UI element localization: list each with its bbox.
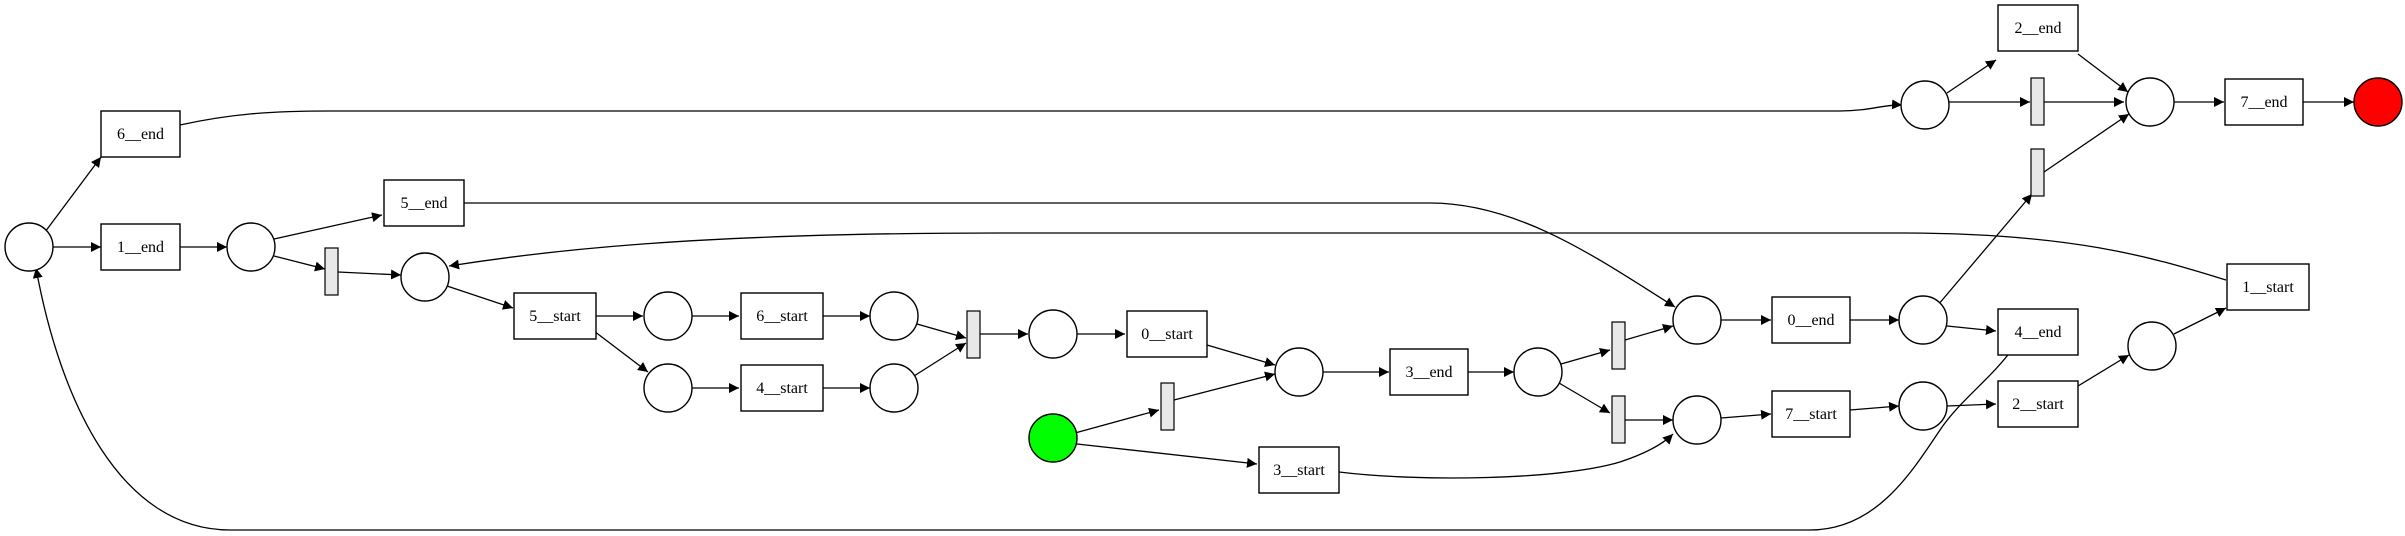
arc: [2173, 307, 2227, 335]
arc: [2077, 354, 2130, 387]
arc: [916, 323, 967, 341]
arc: [589, 327, 649, 373]
transition-label: 5__start: [529, 308, 581, 325]
place: [2127, 321, 2177, 371]
transition-label: 4__start: [756, 380, 808, 397]
place: [643, 291, 693, 341]
place: [869, 363, 919, 413]
transition-label: 0__end: [1787, 312, 1834, 329]
arc: [179, 99, 1903, 126]
arc: [1624, 324, 1674, 341]
transition-1-start: 1__start: [2226, 263, 2310, 311]
arc: [1074, 407, 1160, 434]
transition-3-start: 3__start: [1258, 446, 1340, 494]
transition-label: 1__start: [2242, 279, 2294, 296]
place: [1898, 381, 1948, 431]
arc: [44, 156, 102, 233]
place: [1672, 295, 1722, 345]
transition-6-end: 6__end: [100, 110, 181, 158]
transition-label: 0__start: [1141, 326, 1193, 343]
arc: [913, 342, 967, 377]
place: [226, 222, 276, 272]
transition-7-end: 7__end: [2224, 78, 2304, 126]
transition-2-end: 2__end: [1997, 4, 2079, 52]
transition-6-start: 6__start: [740, 292, 824, 340]
arc: [446, 285, 514, 310]
arc: [32, 267, 2015, 531]
arc: [1720, 409, 1772, 420]
transition-5-end: 5__end: [383, 179, 465, 227]
transition-label: 1__end: [117, 239, 164, 256]
silent-transition: [1611, 395, 1626, 444]
arc: [1560, 347, 1611, 365]
arcs: [32, 53, 2354, 531]
transition-label: 5__end: [400, 195, 447, 212]
silent-transitions: [324, 77, 2045, 444]
place: [2125, 77, 2175, 127]
arc: [1338, 433, 1674, 479]
place: [1513, 347, 1563, 397]
transition-label: 6__end: [117, 126, 164, 143]
transition-label: 2__end: [2014, 20, 2061, 37]
arc: [1849, 401, 1900, 412]
place: [1900, 80, 1950, 130]
arc: [2077, 53, 2129, 93]
transition-0-end: 0__end: [1771, 296, 1851, 344]
arc: [1206, 344, 1276, 367]
transition-5-start: 5__start: [513, 292, 597, 340]
transition-label: 2__start: [2012, 396, 2064, 413]
silent-transition: [966, 310, 981, 359]
transition-label: 4__end: [2014, 324, 2061, 341]
arc: [464, 202, 1676, 308]
arc: [1076, 443, 1258, 468]
place: [643, 363, 693, 413]
transition-label: 7__start: [1785, 406, 1837, 423]
arc: [1173, 371, 1276, 401]
arc: [2043, 113, 2130, 173]
transition-label: 7__end: [2240, 94, 2287, 111]
place: [1028, 309, 1078, 359]
transition-1-end: 1__end: [100, 223, 181, 271]
transition-4-end: 4__end: [1997, 308, 2079, 356]
silent-transition: [2030, 77, 2045, 126]
transition-4-start: 4__start: [740, 364, 824, 412]
arc: [273, 212, 383, 240]
place: [869, 291, 919, 341]
transition-label: 6__start: [756, 308, 808, 325]
transition-label: 3__end: [1405, 364, 1452, 381]
place: [1898, 295, 1948, 345]
transition-3-end: 3__end: [1389, 348, 1469, 396]
arc: [1946, 59, 1997, 94]
end-place: [2353, 77, 2403, 127]
silent-transition: [1160, 382, 1175, 431]
transition-label: 3__start: [1273, 462, 1325, 479]
arc: [1558, 382, 1611, 414]
start-place: [1028, 413, 1078, 463]
arc: [273, 255, 326, 272]
silent-transition: [1611, 321, 1626, 370]
silent-transition: [2030, 148, 2045, 197]
arc: [448, 232, 2227, 281]
transition-0-start: 0__start: [1126, 310, 1208, 358]
silent-transition: [324, 247, 339, 296]
place: [400, 252, 450, 302]
labeled-transitions: 6__end 1__end 5__end 5__start 6__start 4…: [100, 4, 2310, 494]
arc: [1946, 325, 1997, 335]
transition-7-start: 7__start: [1771, 390, 1851, 438]
places: [4, 77, 2403, 463]
arc: [337, 269, 402, 280]
place: [4, 222, 54, 272]
arc: [1946, 399, 1997, 410]
transition-2-start: 2__start: [1997, 380, 2079, 428]
arc: [1937, 193, 2033, 306]
place: [1274, 347, 1324, 397]
place: [1672, 395, 1722, 445]
